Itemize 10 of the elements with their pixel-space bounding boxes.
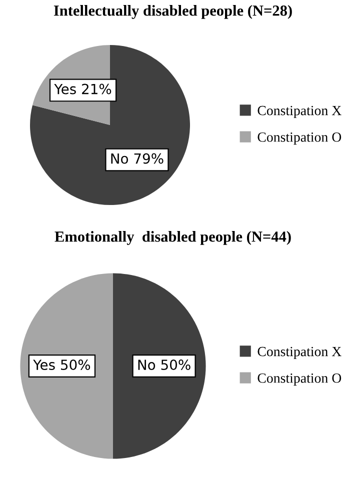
chart-title: Intellectually disabled people (N=28) xyxy=(54,5,292,19)
data-label: Yes 21% xyxy=(54,84,112,94)
data-label: Yes 50% xyxy=(33,360,90,370)
data-label: No 79% xyxy=(111,153,164,164)
data-label: No 50% xyxy=(138,360,190,370)
legend-label: Constipation X xyxy=(258,346,342,360)
legend-label: Constipation O xyxy=(258,132,342,145)
chart-title: Emotionally disabled people (N=44) xyxy=(54,231,291,245)
legend-label: Constipation O xyxy=(258,373,342,386)
legend-label: Constipation X xyxy=(258,106,342,118)
